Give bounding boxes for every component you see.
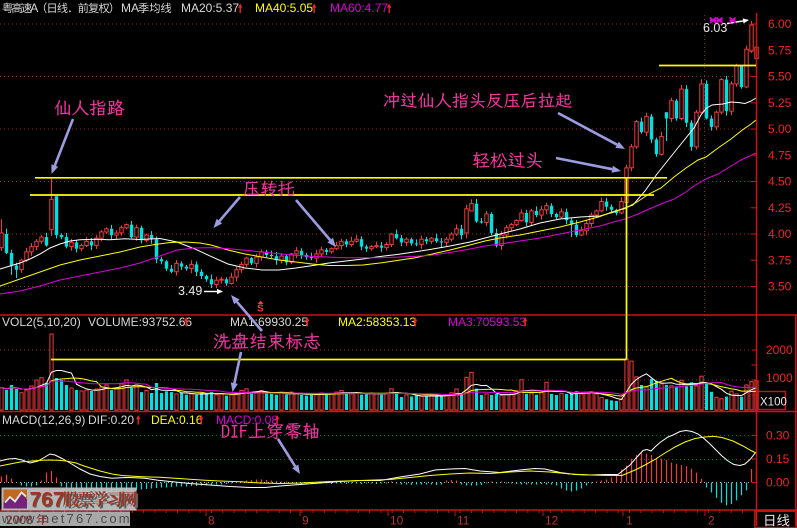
svg-text:MA2:58353.13: MA2:58353.13 (338, 315, 416, 329)
svg-text:767: 767 (30, 489, 65, 512)
svg-text:www.net767.com: www.net767.com (1, 511, 132, 526)
svg-text:5.25: 5.25 (768, 96, 792, 110)
svg-text:0.00: 0.00 (766, 476, 790, 490)
svg-text:MA1:69930.25: MA1:69930.25 (230, 315, 308, 329)
svg-text:8: 8 (208, 514, 215, 528)
svg-text:MA3:70593.53: MA3:70593.53 (448, 315, 526, 329)
svg-text:MA60:4.77: MA60:4.77 (330, 1, 388, 15)
svg-text:1: 1 (626, 514, 633, 528)
svg-text:A: A (30, 1, 38, 15)
svg-text:0.15: 0.15 (766, 452, 790, 466)
svg-text:5.75: 5.75 (768, 43, 792, 57)
svg-text:767: 767 (31, 490, 66, 513)
svg-text:3.50: 3.50 (768, 280, 792, 294)
svg-text:4.75: 4.75 (768, 148, 792, 162)
svg-text:3.75: 3.75 (768, 253, 792, 267)
svg-text:6.00: 6.00 (768, 17, 792, 31)
svg-text:VOL2(5,10,20): VOL2(5,10,20) (2, 315, 81, 329)
svg-text:MACD:0.08: MACD:0.08 (216, 413, 278, 427)
svg-text:MA40:5.05: MA40:5.05 (255, 1, 313, 15)
svg-text:MA20:5.37: MA20:5.37 (181, 1, 239, 15)
svg-text:DIF:0.20: DIF:0.20 (88, 413, 134, 427)
svg-text:5.00: 5.00 (768, 122, 792, 136)
svg-text:2008: 2008 (6, 513, 33, 527)
svg-text:9: 9 (302, 514, 309, 528)
svg-text:6.03: 6.03 (703, 21, 727, 35)
svg-text:X100: X100 (760, 397, 787, 409)
svg-text:5.50: 5.50 (768, 70, 792, 84)
svg-text:4.25: 4.25 (768, 201, 792, 215)
svg-text:DEA:0.16: DEA:0.16 (151, 413, 203, 427)
svg-text:VOLUME:93752.66: VOLUME:93752.66 (88, 315, 192, 329)
svg-text:2000: 2000 (766, 343, 793, 357)
svg-text:0.30: 0.30 (766, 429, 790, 443)
svg-text:MA: MA (121, 1, 139, 15)
svg-text:10: 10 (390, 514, 404, 528)
svg-text:1000: 1000 (766, 371, 793, 385)
svg-text:11: 11 (457, 514, 470, 528)
svg-text:12: 12 (545, 514, 559, 528)
svg-text:4.50: 4.50 (768, 175, 792, 189)
svg-text:2: 2 (708, 514, 715, 528)
svg-text:S: S (257, 304, 264, 315)
svg-text:4.00: 4.00 (768, 227, 792, 241)
svg-text:3.49: 3.49 (178, 284, 202, 298)
svg-text:MACD(12,26,9): MACD(12,26,9) (2, 413, 85, 427)
